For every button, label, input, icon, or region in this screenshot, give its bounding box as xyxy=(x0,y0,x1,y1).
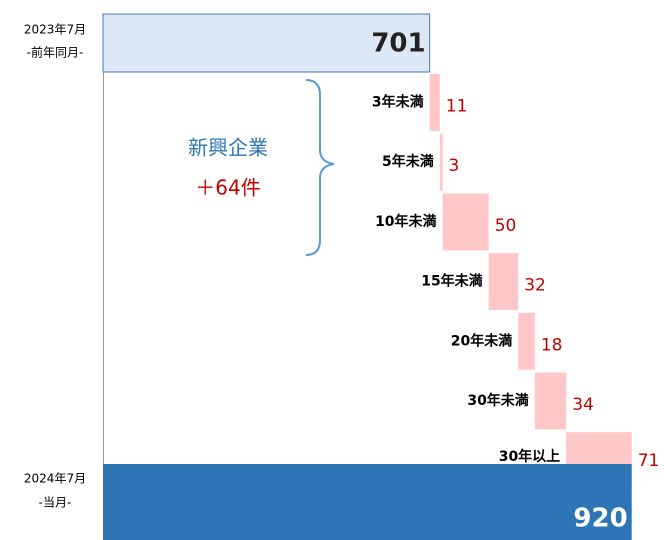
annotation-title: 新興企業 xyxy=(188,136,268,160)
category-label: 10年未満 xyxy=(375,213,436,230)
end-bar xyxy=(103,464,632,540)
step-bar xyxy=(439,133,443,191)
end-sublabel: -当月- xyxy=(39,496,72,510)
value-label: 34 xyxy=(572,395,594,415)
step-bar xyxy=(518,312,535,370)
start-sublabel: -前年同月- xyxy=(27,45,84,60)
category-label: 30年未満 xyxy=(467,392,528,409)
value-label: 50 xyxy=(495,216,517,236)
value-label: 18 xyxy=(541,335,563,355)
step-bar xyxy=(488,253,519,311)
start-bar xyxy=(102,13,431,73)
category-label: 15年未満 xyxy=(421,273,482,290)
category-label: 20年未満 xyxy=(451,332,512,349)
end-label: 2024年7月 xyxy=(24,472,86,486)
category-label: 5年未満 xyxy=(382,153,434,170)
start-label: 2023年7月 xyxy=(24,23,86,37)
value-label: 11 xyxy=(446,97,468,117)
value-label: 3 xyxy=(449,156,460,176)
end-value: 920 xyxy=(573,504,627,534)
category-label: 30年以上 xyxy=(499,448,560,465)
brace xyxy=(305,79,335,256)
annotation-subtitle: ＋64件 xyxy=(195,176,260,200)
step-bar xyxy=(429,74,440,131)
value-label: 32 xyxy=(524,276,546,296)
step-bar xyxy=(442,193,489,251)
start-value: 701 xyxy=(371,29,425,59)
step-bar xyxy=(534,372,567,430)
category-label: 3年未満 xyxy=(372,94,424,111)
value-label: 71 xyxy=(638,451,660,471)
